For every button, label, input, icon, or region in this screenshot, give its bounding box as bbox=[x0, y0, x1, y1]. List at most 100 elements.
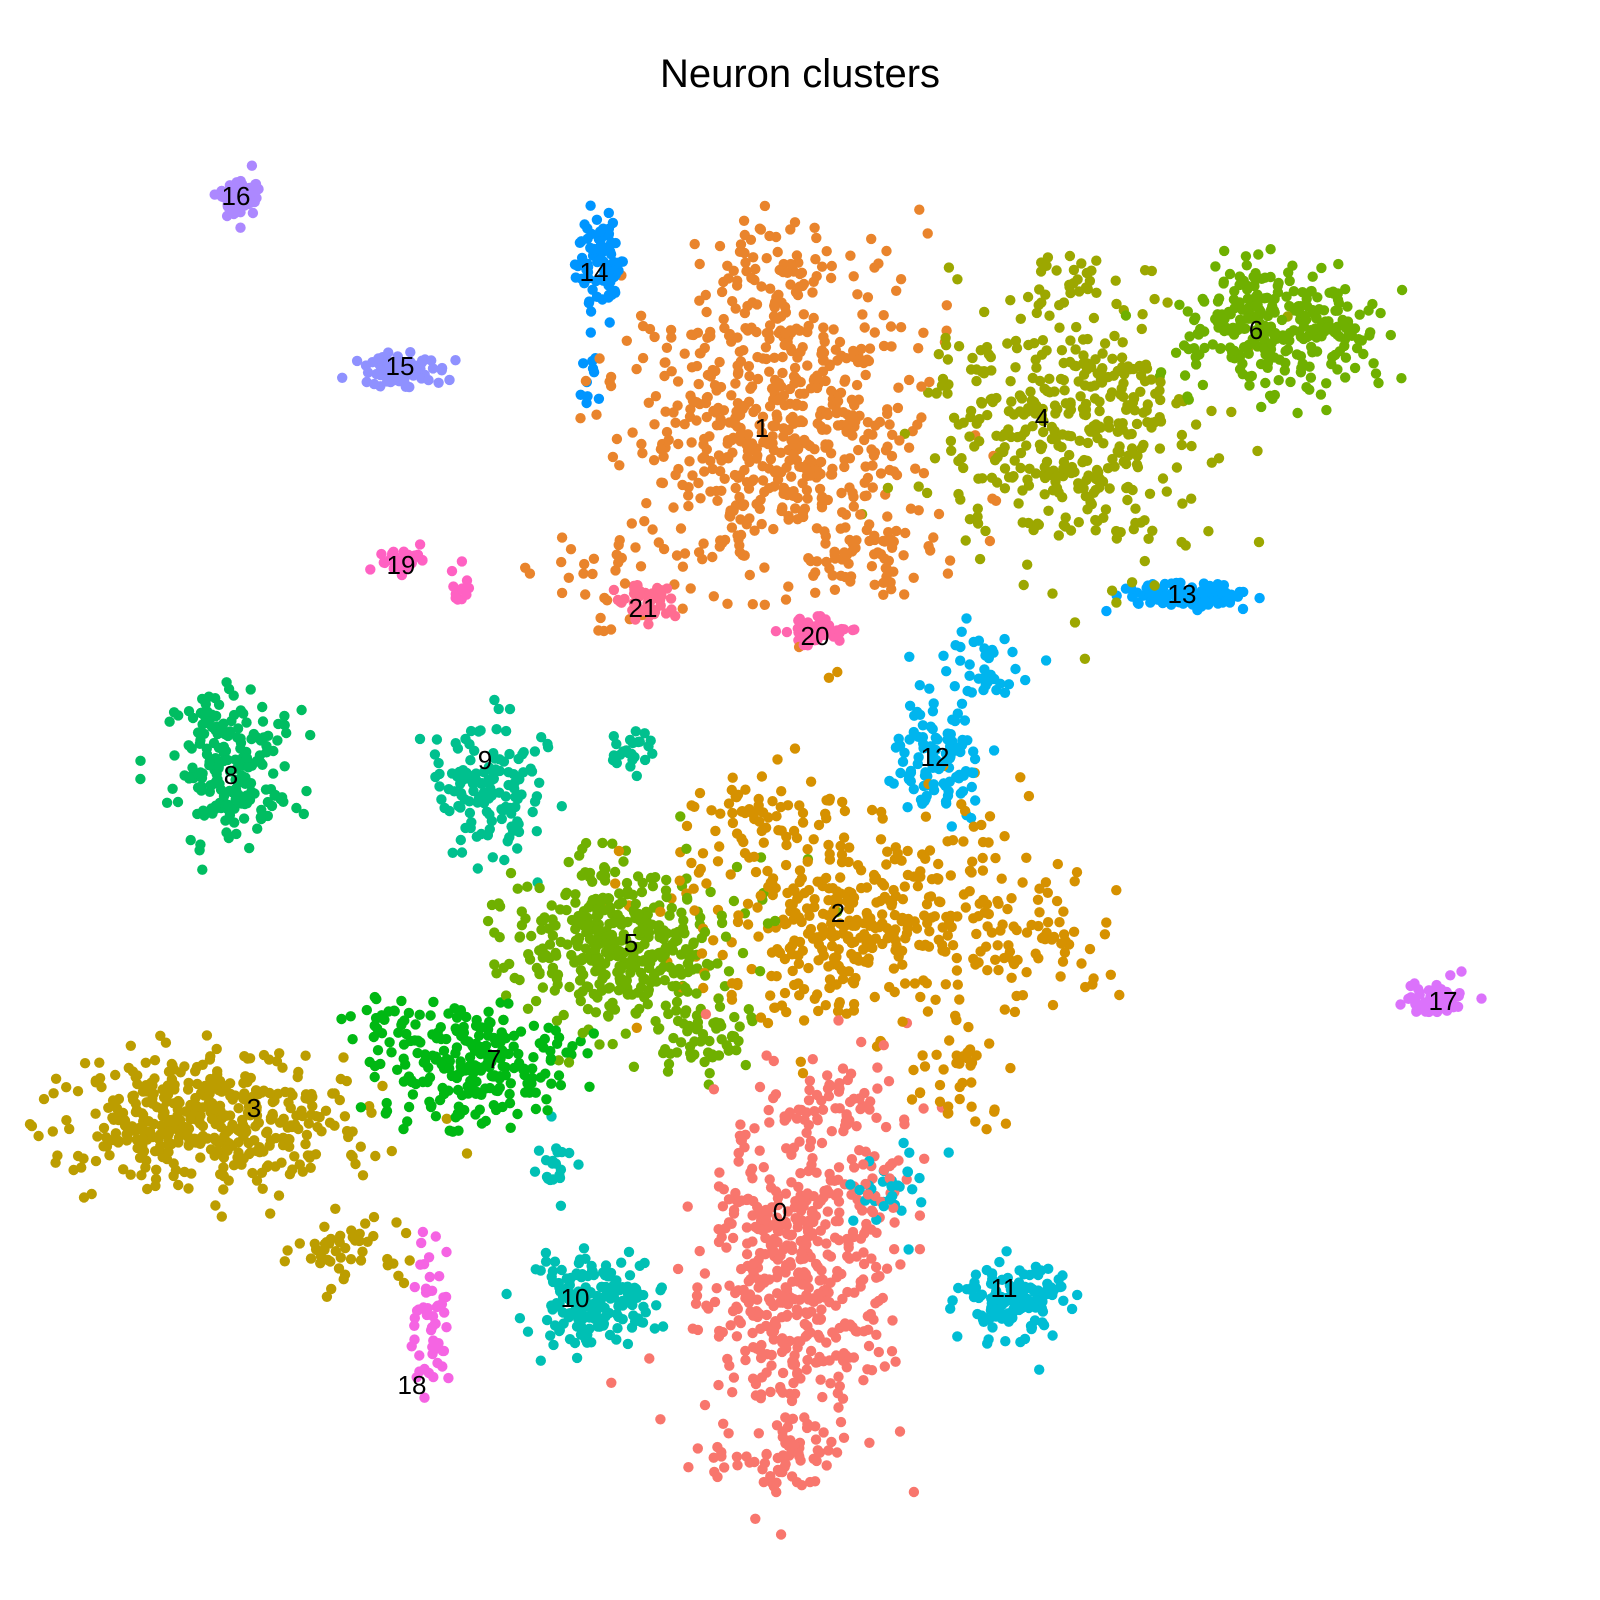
cluster-point bbox=[1126, 577, 1138, 588]
cluster-point bbox=[541, 1094, 552, 1105]
cluster-point bbox=[823, 439, 834, 450]
cluster-point bbox=[955, 788, 966, 799]
cluster-point bbox=[362, 1236, 373, 1248]
cluster-point bbox=[601, 595, 613, 606]
cluster-point bbox=[866, 561, 878, 572]
cluster-point bbox=[848, 271, 859, 282]
cluster-point bbox=[953, 773, 965, 784]
cluster-point bbox=[503, 998, 514, 1009]
cluster-point bbox=[802, 928, 814, 939]
cluster-point bbox=[1105, 969, 1117, 980]
cluster-point bbox=[1234, 364, 1246, 375]
cluster-point bbox=[835, 872, 846, 883]
cluster-point bbox=[990, 954, 1001, 965]
cluster-point bbox=[850, 542, 861, 554]
cluster-point bbox=[1120, 458, 1132, 469]
cluster-point bbox=[755, 1012, 767, 1023]
cluster-point bbox=[888, 963, 900, 974]
cluster-point bbox=[1091, 287, 1102, 298]
cluster-point bbox=[183, 706, 195, 717]
cluster-point bbox=[746, 272, 757, 284]
cluster-point bbox=[1195, 323, 1206, 335]
cluster-point bbox=[1219, 325, 1230, 337]
cluster-point bbox=[446, 565, 458, 577]
cluster-point bbox=[637, 352, 649, 364]
cluster-point bbox=[1016, 431, 1027, 442]
cluster-point bbox=[197, 864, 208, 875]
cluster-point bbox=[1337, 314, 1348, 326]
cluster-point bbox=[825, 1277, 836, 1288]
cluster-point bbox=[494, 1082, 505, 1093]
cluster-point bbox=[1030, 1267, 1041, 1278]
cluster-point bbox=[891, 525, 902, 537]
cluster-point bbox=[1339, 340, 1350, 352]
cluster-point bbox=[551, 1015, 563, 1026]
cluster-point bbox=[720, 931, 732, 942]
cluster-point bbox=[372, 1023, 383, 1034]
cluster-point bbox=[807, 1054, 818, 1065]
cluster-point bbox=[665, 593, 677, 604]
cluster-point bbox=[897, 1016, 908, 1027]
cluster-point bbox=[679, 348, 690, 359]
cluster-point bbox=[908, 871, 919, 882]
cluster-point bbox=[1279, 365, 1291, 376]
cluster-point bbox=[803, 1095, 815, 1106]
cluster-point bbox=[672, 376, 684, 387]
cluster-point bbox=[300, 1050, 311, 1061]
cluster-point bbox=[510, 791, 521, 803]
cluster-point bbox=[603, 893, 614, 904]
cluster-point bbox=[872, 1062, 883, 1073]
cluster-point bbox=[738, 345, 749, 356]
cluster-point bbox=[135, 755, 146, 766]
cluster-point bbox=[960, 535, 971, 546]
cluster-point bbox=[764, 230, 775, 242]
cluster-point bbox=[716, 1034, 727, 1045]
cluster-point bbox=[727, 1387, 738, 1398]
cluster-point bbox=[661, 874, 672, 886]
cluster-point bbox=[679, 548, 691, 559]
cluster-point bbox=[339, 1111, 351, 1122]
cluster-point bbox=[1445, 970, 1456, 981]
cluster-point bbox=[904, 1147, 915, 1158]
cluster-point bbox=[764, 1174, 775, 1185]
cluster-point bbox=[671, 996, 683, 1008]
cluster-point bbox=[1091, 255, 1102, 266]
cluster-point bbox=[861, 882, 873, 893]
cluster-point bbox=[675, 523, 687, 534]
cluster-point bbox=[979, 664, 990, 675]
cluster-point bbox=[855, 865, 867, 876]
cluster-point bbox=[1122, 494, 1133, 506]
cluster-point bbox=[273, 718, 284, 730]
cluster-point bbox=[812, 611, 823, 622]
cluster-point bbox=[794, 325, 805, 336]
cluster-point bbox=[1243, 371, 1255, 382]
cluster-point bbox=[570, 889, 581, 900]
cluster-point bbox=[789, 743, 801, 754]
cluster-point bbox=[535, 1265, 546, 1276]
cluster-point bbox=[933, 896, 945, 907]
cluster-point bbox=[918, 1103, 929, 1114]
cluster-point bbox=[940, 946, 951, 957]
cluster-point bbox=[779, 953, 791, 965]
cluster-point bbox=[785, 258, 796, 270]
cluster-point bbox=[831, 1447, 843, 1458]
cluster-point bbox=[779, 301, 791, 313]
cluster-point bbox=[427, 363, 439, 374]
cluster-point bbox=[970, 1116, 981, 1127]
cluster-point bbox=[1047, 1330, 1058, 1341]
cluster-point bbox=[966, 1057, 978, 1069]
cluster-point bbox=[897, 959, 908, 970]
cluster-point bbox=[776, 311, 787, 322]
cluster-point bbox=[1197, 293, 1208, 305]
cluster-point bbox=[523, 949, 534, 960]
cluster-point bbox=[588, 988, 599, 1000]
cluster-point bbox=[1396, 373, 1407, 384]
cluster-point bbox=[233, 1103, 244, 1114]
cluster-point bbox=[475, 725, 486, 736]
cluster-point bbox=[274, 1048, 285, 1059]
cluster-point bbox=[575, 413, 586, 424]
cluster-point bbox=[761, 1449, 772, 1460]
cluster-point bbox=[794, 268, 806, 280]
cluster-point bbox=[436, 794, 447, 805]
cluster-point bbox=[914, 1210, 926, 1221]
